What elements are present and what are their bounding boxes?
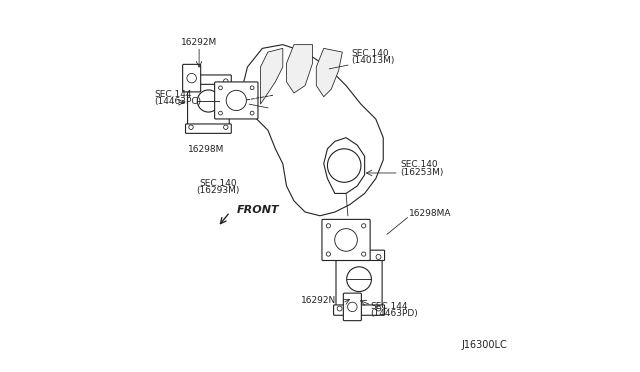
PathPatch shape: [287, 45, 312, 93]
FancyBboxPatch shape: [186, 124, 231, 134]
Text: (16253M): (16253M): [400, 168, 444, 177]
FancyBboxPatch shape: [336, 256, 382, 310]
PathPatch shape: [316, 48, 342, 97]
Text: SEC.140: SEC.140: [400, 160, 438, 169]
Text: SEC.144: SEC.144: [370, 302, 408, 311]
PathPatch shape: [324, 138, 365, 193]
Text: 16292M: 16292M: [181, 38, 217, 46]
PathPatch shape: [260, 48, 283, 104]
Text: FRONT: FRONT: [236, 205, 279, 215]
Text: (14463PC): (14463PC): [154, 97, 202, 106]
Text: SEC.140: SEC.140: [199, 179, 237, 188]
Text: SEC.144: SEC.144: [154, 90, 192, 99]
PathPatch shape: [242, 45, 383, 216]
Text: SEC.140: SEC.140: [351, 49, 389, 58]
Text: J16300LC: J16300LC: [461, 340, 507, 350]
Text: 16292N: 16292N: [301, 296, 336, 305]
FancyBboxPatch shape: [188, 80, 229, 128]
FancyBboxPatch shape: [322, 219, 370, 260]
Text: (16293M): (16293M): [196, 186, 239, 195]
Text: 16298MA: 16298MA: [410, 209, 452, 218]
FancyBboxPatch shape: [333, 250, 385, 260]
FancyBboxPatch shape: [186, 75, 231, 84]
FancyBboxPatch shape: [333, 305, 385, 315]
FancyBboxPatch shape: [182, 64, 201, 92]
FancyBboxPatch shape: [214, 82, 258, 119]
Text: 16298M: 16298M: [188, 145, 225, 154]
Text: (14463PD): (14463PD): [370, 309, 418, 318]
FancyBboxPatch shape: [343, 293, 362, 321]
Text: (14013M): (14013M): [351, 56, 395, 65]
